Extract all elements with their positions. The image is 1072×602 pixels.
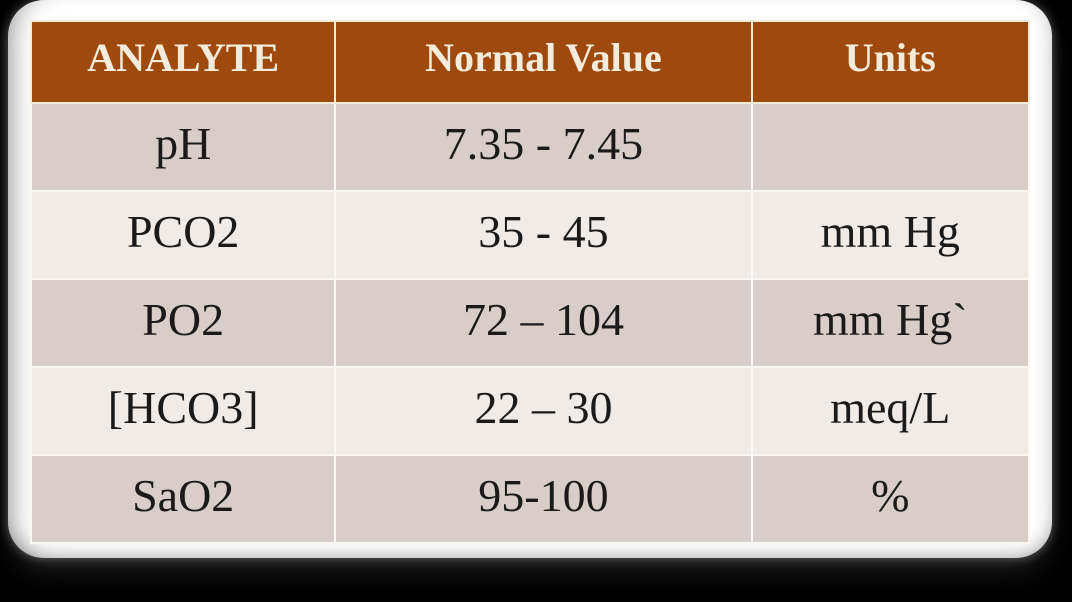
header-row: ANALYTE Normal Value Units <box>29 20 1031 104</box>
cell-units: % <box>750 454 1031 544</box>
column-header-analyte: ANALYTE <box>29 20 337 104</box>
column-header-normal-value: Normal Value <box>334 20 753 104</box>
table-row-ph: pH 7.35 - 7.45 <box>29 102 1031 192</box>
cell-normal-value: 72 – 104 <box>334 278 753 368</box>
abg-normal-values-table: ANALYTE Normal Value Units pH 7.35 - 7.4… <box>29 20 1031 544</box>
table-card: ANALYTE Normal Value Units pH 7.35 - 7.4… <box>8 0 1052 558</box>
table-row-hco3: [HCO3] 22 – 30 meq/L <box>29 366 1031 456</box>
cell-analyte: [HCO3] <box>29 366 337 456</box>
cell-analyte: pH <box>29 102 337 192</box>
cell-units: mm Hg <box>750 190 1031 280</box>
column-header-units: Units <box>750 20 1031 104</box>
cell-normal-value: 95-100 <box>334 454 753 544</box>
table-row-sao2: SaO2 95-100 % <box>29 454 1031 544</box>
cell-analyte: PO2 <box>29 278 337 368</box>
cell-analyte: PCO2 <box>29 190 337 280</box>
table-row-po2: PO2 72 – 104 mm Hg` <box>29 278 1031 368</box>
cell-normal-value: 7.35 - 7.45 <box>334 102 753 192</box>
cell-units: mm Hg` <box>750 278 1031 368</box>
cell-units <box>750 102 1031 192</box>
cell-analyte: SaO2 <box>29 454 337 544</box>
cell-units: meq/L <box>750 366 1031 456</box>
table-row-pco2: PCO2 35 - 45 mm Hg <box>29 190 1031 280</box>
cell-normal-value: 35 - 45 <box>334 190 753 280</box>
cell-normal-value: 22 – 30 <box>334 366 753 456</box>
